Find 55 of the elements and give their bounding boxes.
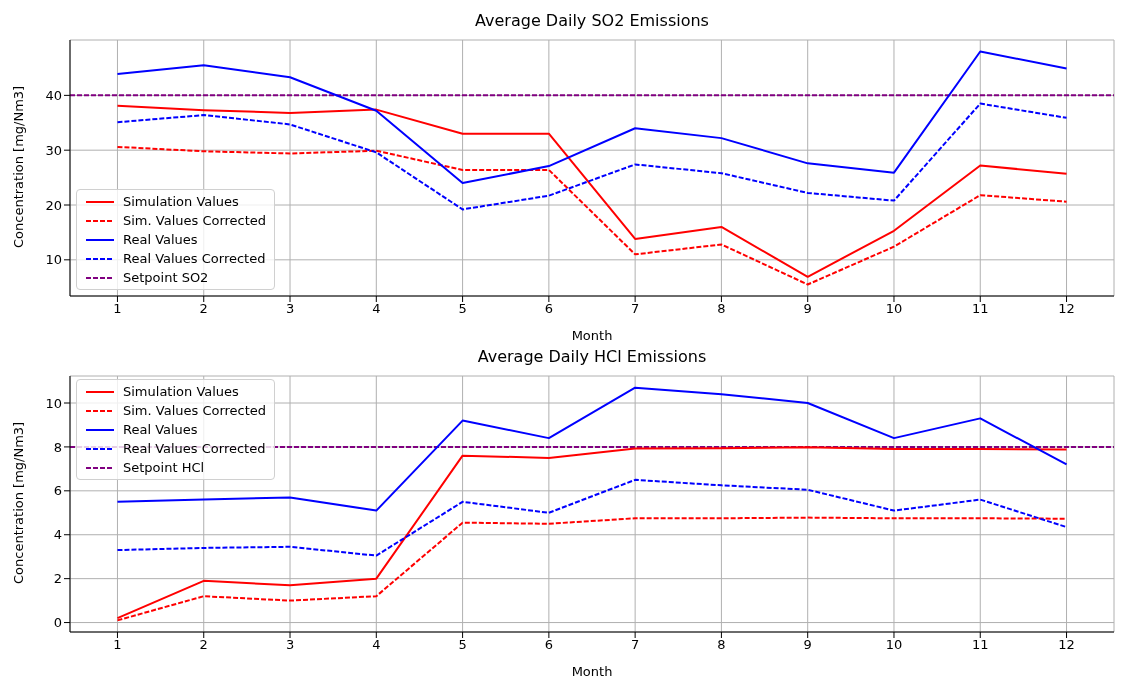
x-tick-label: 8 bbox=[717, 301, 726, 317]
y-tick-label: 6 bbox=[53, 483, 62, 499]
x-tick-label: 2 bbox=[199, 637, 208, 653]
x-tick-label: 1 bbox=[113, 637, 122, 653]
legend-label: Simulation Values bbox=[123, 384, 239, 399]
line-series bbox=[116, 386, 1068, 512]
line-series bbox=[116, 145, 1068, 286]
x-tick-label: 10 bbox=[885, 301, 903, 317]
x-tick-label: 9 bbox=[803, 301, 812, 317]
y-axis-title: Concentration [mg/Nm3] bbox=[10, 85, 26, 248]
x-tick-label: 7 bbox=[631, 301, 640, 317]
line-series bbox=[116, 102, 1068, 211]
line-series bbox=[116, 478, 1068, 557]
y-axis-title: Concentration [mg/Nm3] bbox=[10, 421, 26, 584]
x-tick-label: 8 bbox=[717, 637, 726, 653]
chart-title: Average Daily HCl Emissions bbox=[476, 346, 708, 368]
x-tick-label: 3 bbox=[285, 301, 295, 317]
y-tick-label: 10 bbox=[45, 252, 62, 268]
x-tick-label: 6 bbox=[544, 637, 553, 653]
legend-label: Setpoint HCl bbox=[123, 460, 205, 475]
x-tick-label: 6 bbox=[544, 301, 553, 317]
x-tick-label: 4 bbox=[372, 301, 381, 317]
y-tick-label: 2 bbox=[53, 571, 62, 587]
x-tick-label: 11 bbox=[971, 301, 989, 317]
legend-label: Setpoint SO2 bbox=[123, 270, 209, 285]
legend-label: Real Values Corrected bbox=[123, 251, 266, 266]
x-axis-title: Month bbox=[571, 328, 613, 343]
y-tick-label: 10 bbox=[45, 395, 62, 411]
x-axis-title: Month bbox=[571, 664, 613, 679]
x-tick-label: 5 bbox=[458, 637, 467, 653]
legend-label: Real Values bbox=[123, 422, 198, 437]
y-tick-label: 8 bbox=[53, 439, 62, 455]
x-tick-label: 11 bbox=[971, 637, 989, 653]
y-tick-label: 4 bbox=[53, 527, 62, 543]
x-tick-label: 7 bbox=[631, 637, 640, 653]
legend-label: Real Values Corrected bbox=[123, 441, 266, 456]
legend-label: Simulation Values bbox=[123, 194, 239, 209]
y-tick-label: 40 bbox=[45, 87, 62, 103]
line-series bbox=[116, 50, 1068, 185]
y-tick-label: 30 bbox=[45, 142, 62, 158]
x-tick-label: 12 bbox=[1058, 301, 1075, 317]
chart-title: Average Daily SO2 Emissions bbox=[474, 10, 710, 32]
y-tick-label: 20 bbox=[45, 197, 62, 213]
x-tick-label: 4 bbox=[372, 637, 381, 653]
legend-label: Sim. Values Corrected bbox=[123, 213, 267, 228]
x-tick-label: 2 bbox=[199, 301, 208, 317]
x-tick-label: 1 bbox=[113, 301, 122, 317]
x-tick-label: 10 bbox=[885, 637, 903, 653]
x-tick-label: 3 bbox=[285, 637, 295, 653]
x-tick-label: 9 bbox=[803, 637, 812, 653]
y-tick-label: 0 bbox=[53, 615, 62, 631]
x-tick-label: 5 bbox=[458, 301, 467, 317]
x-tick-label: 12 bbox=[1058, 637, 1075, 653]
legend-label: Real Values bbox=[123, 232, 198, 247]
legend-label: Sim. Values Corrected bbox=[123, 403, 267, 418]
